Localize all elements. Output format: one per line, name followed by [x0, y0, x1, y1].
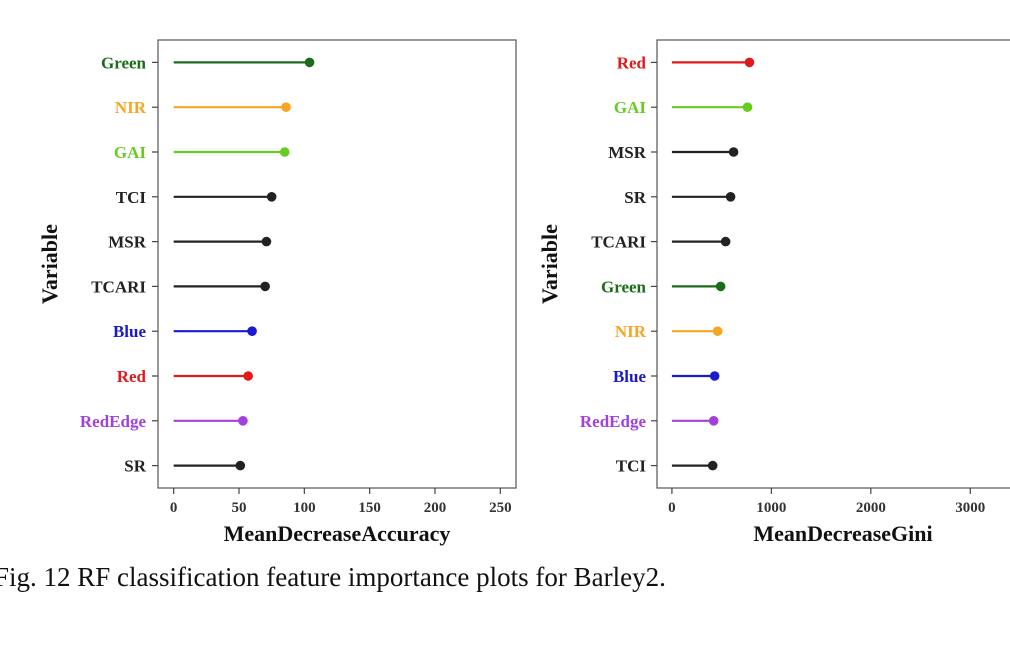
lollipop-point [709, 371, 720, 381]
y-tick-label: NIR [615, 322, 647, 341]
x-tick-label: 0 [170, 500, 178, 516]
x-tick-label: 1000 [756, 500, 786, 516]
lollipop-point [744, 57, 755, 68]
y-tick-label: MSR [608, 143, 647, 162]
lollipop-point [708, 416, 719, 426]
lollipop-point [261, 236, 272, 247]
chart-panel-1: Green NIR GAI TCI MSR TCARI Blue Red RedEdge SR 0 5… [37, 39, 517, 546]
lollipop-point [725, 192, 736, 202]
y-tick-label: GAI [114, 143, 147, 162]
y-tick-label: Red [117, 367, 147, 386]
lollipop-point [728, 147, 739, 157]
lollipop-point [247, 326, 257, 337]
lollipop-point [707, 460, 718, 471]
x-axis-title: MeanDecreaseGini [753, 521, 932, 546]
y-tick-label: TCARI [591, 233, 646, 252]
lollipop-point [235, 460, 246, 471]
y-tick-label: Blue [113, 322, 147, 341]
y-axis-title: Variable [37, 224, 62, 304]
y-tick-label: SR [624, 188, 646, 207]
y-tick-label: SR [124, 457, 146, 476]
x-tick-label: 200 [424, 500, 447, 516]
y-axis-title: Variable [537, 224, 562, 304]
lollipop-point [266, 192, 277, 202]
y-tick-label: Green [101, 53, 147, 72]
chart-panel-2: Red GAI MSR SR TCARI Green NIR Blue RedEdge TCI 0 1… [537, 39, 1010, 546]
lollipop-point [238, 416, 248, 426]
lollipop-point [279, 147, 290, 157]
plot-frame [157, 39, 517, 489]
lollipop-point [260, 281, 270, 292]
lollipop-point [281, 102, 291, 112]
y-tick-label: GAI [614, 98, 647, 117]
y-tick-label: NIR [115, 98, 147, 117]
y-tick-label: TCI [116, 188, 147, 207]
x-axis-title: MeanDecreaseAccuracy [224, 521, 451, 546]
y-tick-label: RedEdge [80, 412, 147, 431]
y-tick-label: TCARI [91, 277, 146, 296]
x-tick-label: 150 [358, 500, 381, 516]
x-tick-label: 50 [232, 500, 247, 516]
lollipop-point [304, 57, 315, 68]
y-tick-label: RedEdge [580, 412, 647, 431]
x-tick-label: 100 [293, 500, 316, 516]
y-tick-label: Red [617, 53, 647, 72]
y-tick-label: Green [601, 277, 647, 296]
x-tick-label: 250 [489, 500, 512, 516]
chart-panels: Green NIR GAI TCI MSR TCARI Blue Red RedEdge SR 0 5… [37, 39, 1010, 546]
x-tick-label: 0 [668, 500, 676, 516]
lollipop-point [742, 102, 753, 112]
y-tick-label: MSR [108, 233, 147, 252]
y-tick-label: TCI [616, 457, 647, 476]
lollipop-point [715, 281, 726, 292]
y-tick-label: Blue [613, 367, 647, 386]
lollipop-point [243, 371, 253, 381]
figure-caption: Fig. 12 RF classification feature import… [0, 562, 666, 592]
lollipop-point [720, 236, 731, 247]
x-tick-label: 2000 [856, 500, 886, 516]
x-tick-label: 3000 [955, 500, 985, 516]
plot-frame [656, 39, 1010, 489]
lollipop-point [712, 326, 723, 337]
